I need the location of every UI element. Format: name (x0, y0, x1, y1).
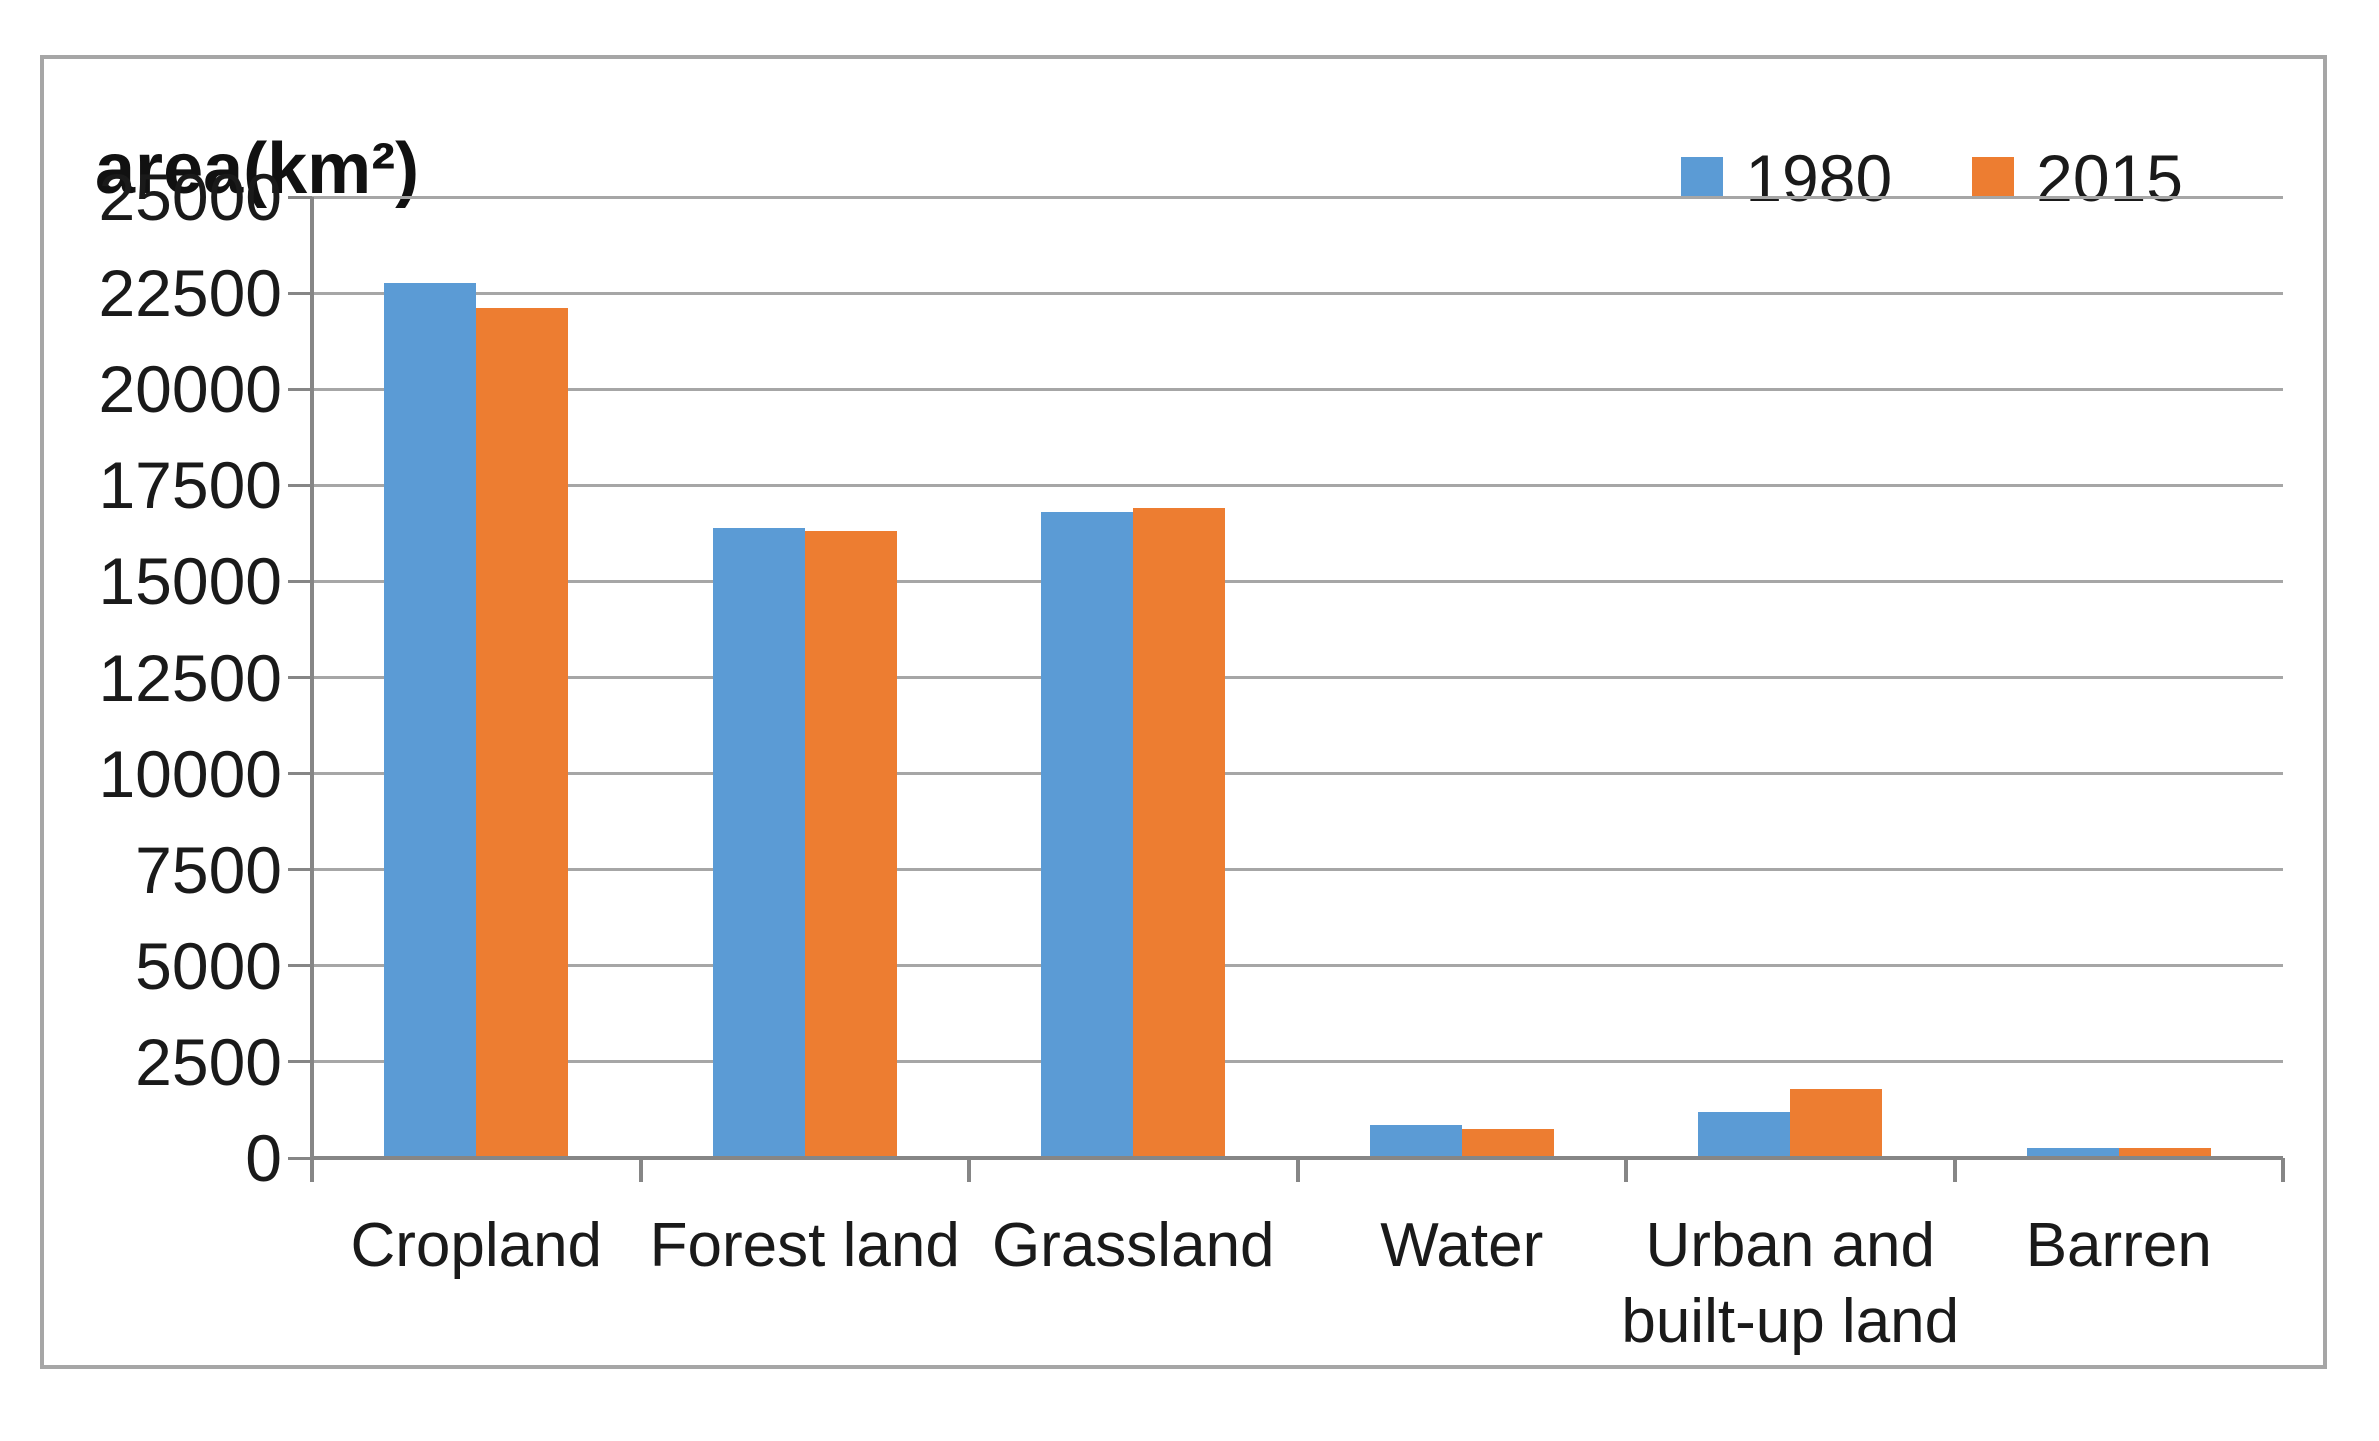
gridline-10000 (312, 772, 2283, 776)
x-boundary-tick-5 (1952, 1158, 1957, 1182)
x-label-water: Water (1380, 1211, 1544, 1280)
y-tick-label-15000: 15000 (98, 544, 282, 619)
y-tick-label-20000: 20000 (98, 352, 282, 427)
bar-1980-barren (2026, 1148, 2119, 1158)
x-boundary-tick-3 (1295, 1158, 1300, 1182)
bar-2015-cropland (476, 308, 569, 1158)
bar-1980-cropland (384, 283, 477, 1158)
gridline-7500 (312, 868, 2283, 872)
bar-2015-grassland (1133, 508, 1226, 1158)
gridline-17500 (312, 483, 2283, 487)
y-tick-12500 (288, 676, 312, 679)
bar-2015-forest-land (804, 531, 897, 1158)
legend-item-2015: 2015 (1972, 145, 2183, 211)
gridline-2500 (312, 1060, 2283, 1064)
legend-label-1980: 1980 (1745, 141, 1893, 215)
y-tick-label-7500: 7500 (135, 832, 282, 907)
x-label-forest-land: Forest land (649, 1211, 960, 1280)
bar-1980-water (1369, 1125, 1462, 1158)
y-tick-label-25000: 25000 (98, 160, 282, 234)
y-tick-10000 (288, 772, 312, 776)
y-tick-label-22500: 22500 (98, 256, 282, 331)
y-tick-label-5000: 5000 (135, 928, 282, 1003)
y-tick-15000 (288, 579, 312, 583)
x-label-barren: Barren (2025, 1211, 2212, 1280)
y-tick-17500 (288, 483, 312, 487)
bar-2015-barren (2118, 1148, 2211, 1158)
bar-1980-urban-and-built-up-land (1698, 1111, 1791, 1158)
bar-1980-grassland (1041, 512, 1134, 1158)
x-boundary-tick-4 (1624, 1158, 1628, 1182)
y-tick-label-12500: 12500 (98, 640, 282, 715)
y-tick-0 (288, 1156, 312, 1160)
y-tick-25000 (288, 195, 312, 199)
x-label-cropland: Cropland (350, 1211, 603, 1280)
legend-swatch-1980-icon (1681, 157, 1724, 199)
gridline-5000 (312, 964, 2283, 968)
gridline-20000 (312, 387, 2283, 391)
y-tick-label-10000: 10000 (98, 736, 282, 811)
x-boundary-tick-6 (2281, 1158, 2285, 1182)
y-tick-label-0: 0 (245, 1121, 282, 1195)
x-label-urban-and-built-up-land: Urban and built-up land (1621, 1211, 1960, 1356)
y-axis-line (310, 197, 314, 1182)
gridline-12500 (312, 676, 2283, 679)
legend-swatch-2015-icon (1972, 157, 2015, 199)
y-tick-label-2500: 2500 (135, 1024, 282, 1099)
bar-1980-forest-land (712, 527, 805, 1158)
x-label-grassland: Grassland (991, 1211, 1275, 1280)
y-tick-5000 (288, 964, 312, 968)
legend: 1980 2015 (1681, 138, 2183, 218)
gridline-22500 (312, 291, 2283, 295)
x-boundary-tick-2 (967, 1158, 971, 1182)
y-tick-20000 (288, 387, 312, 391)
legend-label-2015: 2015 (2036, 141, 2183, 215)
y-tick-label-17500: 17500 (98, 448, 282, 523)
gridline-15000 (312, 579, 2283, 583)
x-boundary-tick-1 (638, 1158, 643, 1182)
gridline-25000 (312, 195, 2283, 199)
bar-2015-water (1461, 1129, 1554, 1158)
y-tick-2500 (288, 1060, 312, 1064)
y-tick-22500 (288, 291, 312, 295)
y-tick-7500 (288, 868, 312, 872)
legend-item-1980: 1980 (1681, 145, 1892, 211)
bar-2015-urban-and-built-up-land (1790, 1088, 1883, 1158)
